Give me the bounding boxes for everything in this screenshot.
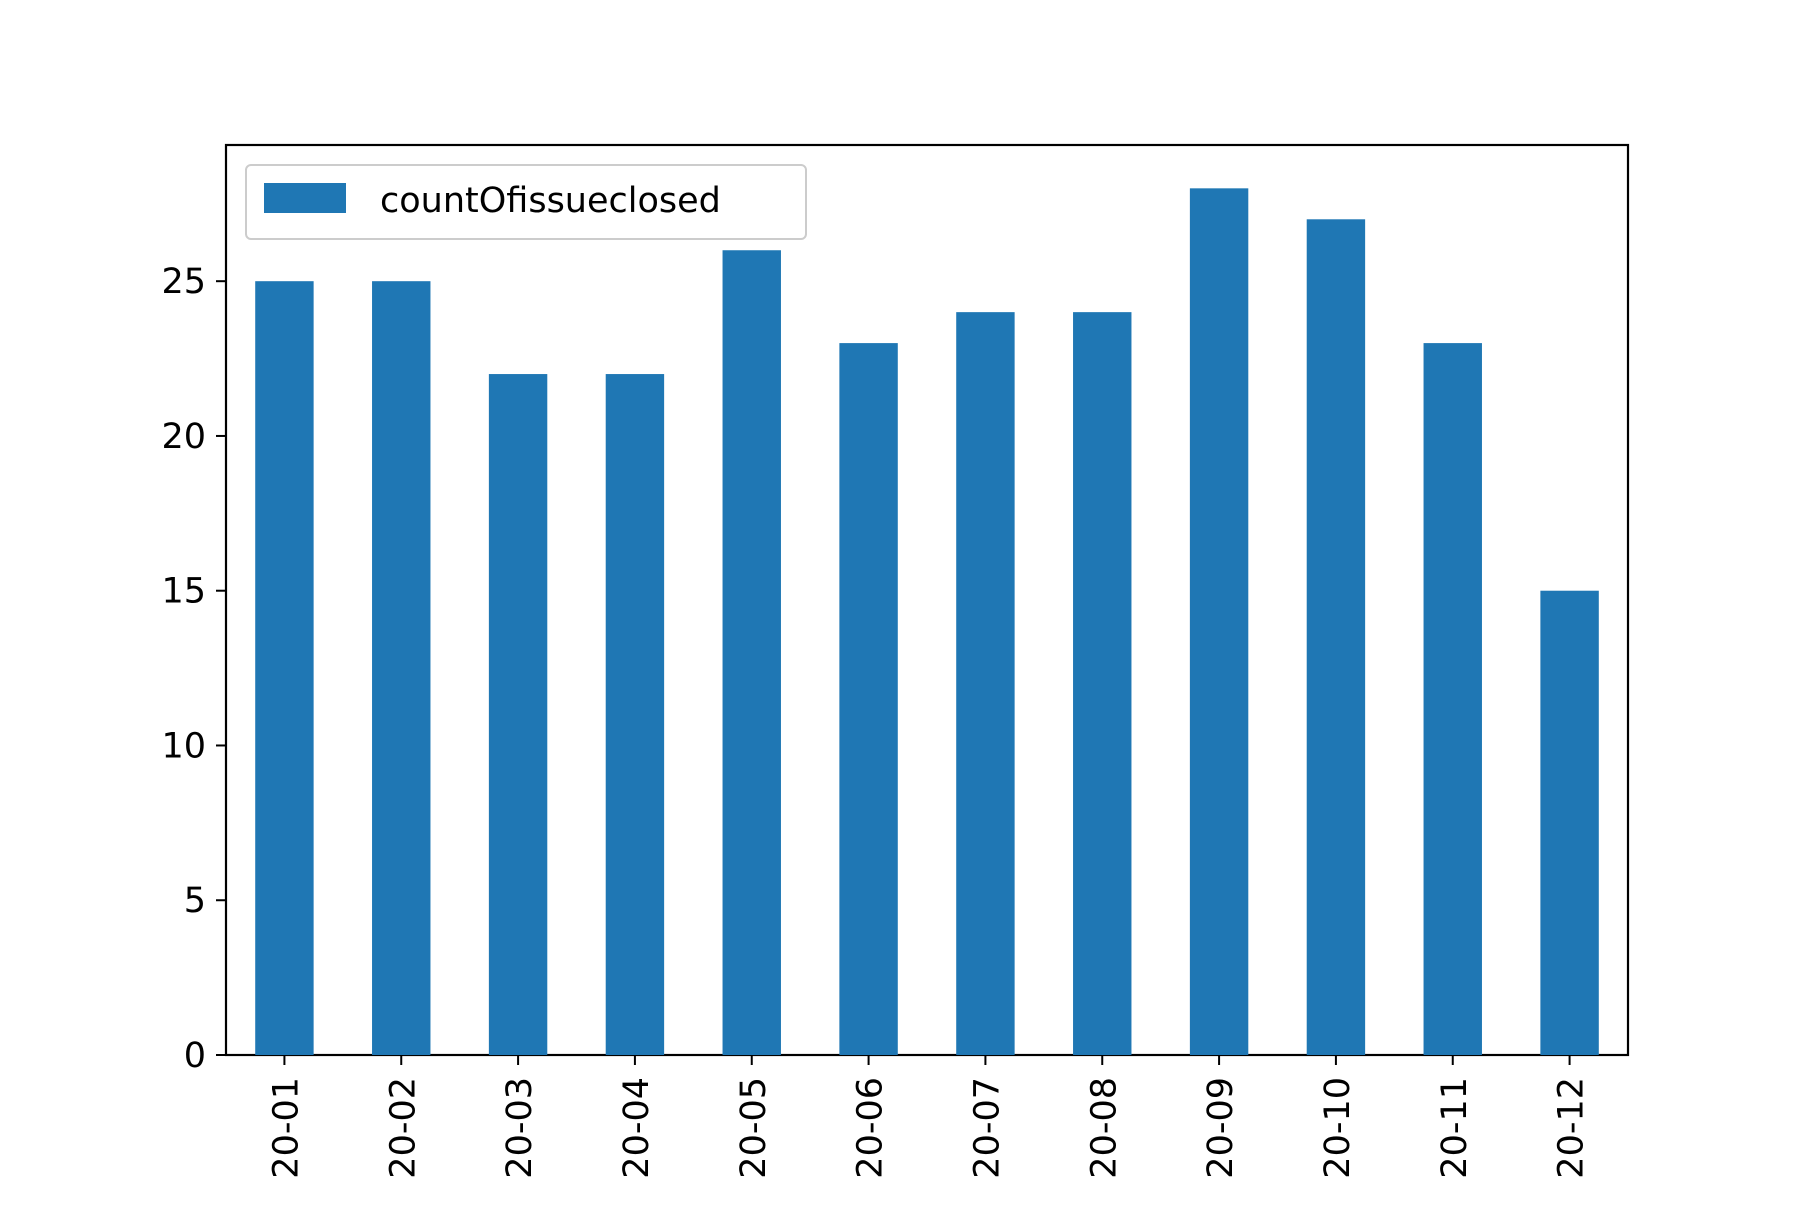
x-tick-label: 20-03	[500, 1077, 540, 1179]
bar-20-05	[722, 250, 781, 1056]
x-tick-label: 20-02	[383, 1077, 423, 1179]
bar-20-12	[1540, 590, 1599, 1055]
legend-label: countOfissueclosed	[380, 181, 721, 221]
bar-20-09	[1189, 188, 1249, 1055]
x-tick-label: 20-08	[1084, 1077, 1124, 1179]
bar-20-07	[956, 312, 1015, 1055]
bar-20-04	[605, 374, 665, 1055]
y-tick-label: 15	[161, 572, 206, 612]
x-tick-label: 20-01	[266, 1077, 306, 1179]
x-tick-label: 20-04	[617, 1077, 657, 1179]
x-tick-label: 20-05	[734, 1077, 774, 1179]
bar-20-06	[839, 343, 898, 1056]
bar-20-02	[372, 281, 431, 1055]
y-axis: 0 5 10 15 20 25	[161, 262, 226, 1076]
y-tick-label: 10	[161, 726, 206, 766]
axes-frame	[224, 143, 1630, 1057]
x-tick-label: 20-07	[967, 1077, 1007, 1179]
y-tick-label: 20	[161, 417, 206, 457]
x-tick-label: 20-06	[851, 1077, 891, 1179]
x-tick-label: 20-12	[1552, 1077, 1592, 1179]
bars	[255, 188, 1599, 1056]
x-tick-label: 20-09	[1201, 1077, 1241, 1179]
y-tick-label: 5	[184, 881, 206, 921]
bar-20-08	[1073, 312, 1132, 1055]
x-axis: 20-01 20-02 20-03 20-04 20-05 20-06 20-07 20-08…	[266, 1055, 1592, 1179]
bar-20-10	[1306, 219, 1366, 1056]
y-tick-label: 25	[161, 262, 206, 302]
legend: countOfissueclosed	[245, 164, 807, 240]
bar-20-11	[1423, 343, 1482, 1056]
plot-area	[224, 143, 1630, 1057]
x-tick-label: 20-10	[1318, 1077, 1358, 1179]
legend-swatch	[264, 183, 346, 213]
x-tick-label: 20-11	[1435, 1077, 1475, 1179]
bar-20-01	[255, 281, 314, 1055]
legend-box	[245, 164, 807, 240]
y-tick-label: 0	[184, 1036, 206, 1076]
bar-20-03	[488, 374, 548, 1055]
